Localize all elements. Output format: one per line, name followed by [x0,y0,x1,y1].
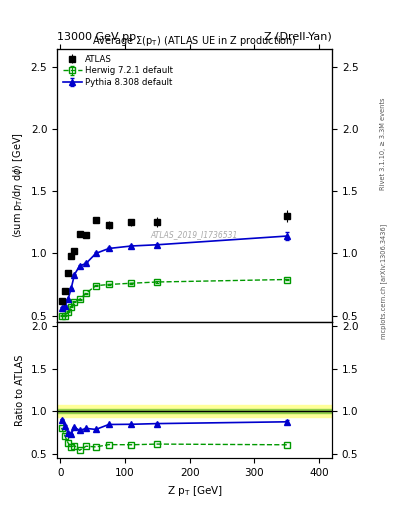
Text: mcplots.cern.ch [arXiv:1306.3436]: mcplots.cern.ch [arXiv:1306.3436] [380,224,387,339]
Y-axis label: Ratio to ATLAS: Ratio to ATLAS [15,354,25,425]
Title: Average $\Sigma$(p$_{\rm T}$) (ATLAS UE in Z production): Average $\Sigma$(p$_{\rm T}$) (ATLAS UE … [92,34,297,49]
Y-axis label: $\langle$sum p$_{\rm T}$/d$\eta$ d$\phi\rangle$ [GeV]: $\langle$sum p$_{\rm T}$/d$\eta$ d$\phi\… [11,132,25,238]
X-axis label: Z p$_{\rm T}$ [GeV]: Z p$_{\rm T}$ [GeV] [167,483,222,498]
Text: ATLAS_2019_I1736531: ATLAS_2019_I1736531 [151,230,238,239]
Bar [57,406,332,417]
Text: 13000 GeV pp: 13000 GeV pp [57,32,136,42]
Text: Rivet 3.1.10, ≥ 3.3M events: Rivet 3.1.10, ≥ 3.3M events [380,97,386,189]
Text: Z (Drell-Yan): Z (Drell-Yan) [264,32,332,42]
Bar [57,409,332,414]
Legend: ATLAS, Herwig 7.2.1 default, Pythia 8.308 default: ATLAS, Herwig 7.2.1 default, Pythia 8.30… [61,53,175,89]
